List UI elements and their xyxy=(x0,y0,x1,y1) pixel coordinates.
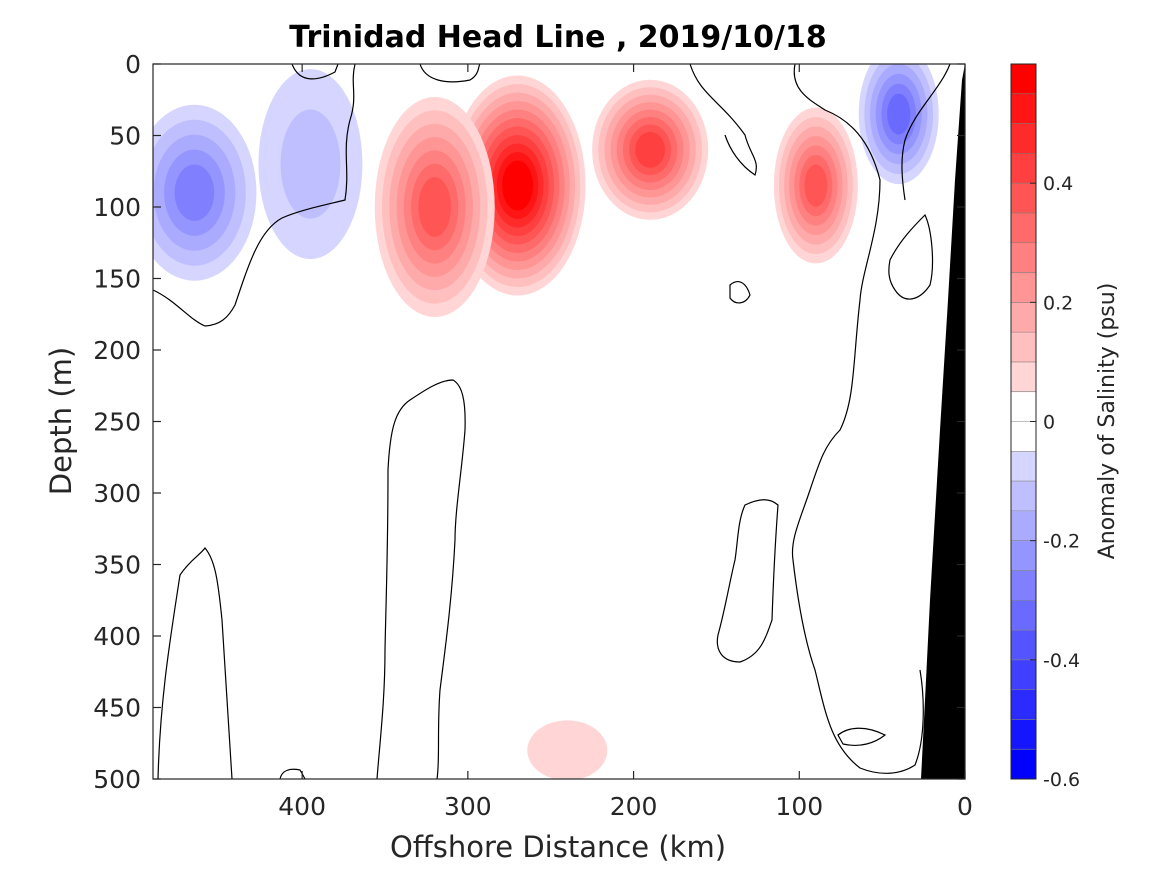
anomaly-field xyxy=(153,64,939,779)
colorbar-tick-label: -0.2 xyxy=(1043,531,1080,553)
zero-contour-top-left xyxy=(291,64,339,80)
anomaly-level xyxy=(418,177,452,237)
y-tick-label: 0 xyxy=(125,50,141,79)
x-axis: 400 300 200 100 0 xyxy=(278,64,973,821)
y-tick-label: 200 xyxy=(93,336,141,365)
zero-contour-nearshore xyxy=(791,64,924,774)
y-tick-label: 350 xyxy=(93,551,141,580)
colorbar-segment xyxy=(1011,302,1036,333)
colorbar-label: Anomaly of Salinity (psu) xyxy=(1095,283,1120,560)
colorbar-segment xyxy=(1011,570,1036,601)
colorbar-segment xyxy=(1011,242,1036,274)
bottom-topography xyxy=(921,64,965,779)
colorbar-segment xyxy=(1011,64,1036,95)
anomaly-level xyxy=(280,109,341,219)
anomaly-feature xyxy=(773,107,858,264)
colorbar-segment xyxy=(1011,332,1036,363)
colorbar-tick-label: 0 xyxy=(1043,412,1055,434)
colorbar-tick-label: 0.2 xyxy=(1043,292,1073,314)
y-tick-label: 50 xyxy=(109,122,141,151)
zero-contour-nearshore-2 xyxy=(901,64,951,201)
zero-contour-loop-a xyxy=(888,213,934,300)
colorbar-segment xyxy=(1011,183,1036,214)
colorbar-segment xyxy=(1011,481,1036,512)
anomaly-feature xyxy=(258,69,363,260)
colorbar-tick-label: -0.4 xyxy=(1043,650,1080,672)
zero-contour-column-west xyxy=(157,547,233,779)
x-tick-label: 400 xyxy=(278,792,326,821)
zero-contour-west-shelf xyxy=(153,64,356,327)
x-tick-label: 0 xyxy=(957,792,973,821)
y-tick-label: 150 xyxy=(93,265,141,294)
anomaly-level xyxy=(887,93,911,135)
zero-contour-top-mid xyxy=(419,64,481,83)
colorbar-segment xyxy=(1011,361,1036,393)
zero-contours xyxy=(153,64,951,779)
colorbar-segment xyxy=(1011,540,1036,571)
y-axis: 0 50 100 150 200 250 300 350 400 450 500 xyxy=(93,50,965,794)
zero-contour-loop-b xyxy=(729,281,751,304)
colorbar-segment xyxy=(1011,510,1036,542)
colorbar-segment xyxy=(1011,749,1036,780)
chart-title: Trinidad Head Line , 2019/10/18 xyxy=(289,20,826,55)
colorbar-segment xyxy=(1011,391,1036,422)
colorbar-segment xyxy=(1011,600,1036,631)
zero-contour-loop-d xyxy=(837,727,887,747)
colorbar-segment xyxy=(1011,630,1036,661)
zero-contour-loop-c xyxy=(716,499,779,663)
anomaly-level xyxy=(502,160,534,211)
y-tick-label: 400 xyxy=(93,622,141,651)
x-tick-label: 100 xyxy=(775,792,823,821)
anomaly-level xyxy=(635,131,666,168)
zero-contour-loop-e xyxy=(279,768,306,779)
anomaly-feature xyxy=(527,720,608,779)
anomaly-level xyxy=(527,720,608,779)
x-axis-label: Offshore Distance (km) xyxy=(390,830,726,864)
x-tick-label: 200 xyxy=(610,792,658,821)
anomaly-level xyxy=(804,164,828,207)
y-tick-label: 500 xyxy=(93,765,141,794)
colorbar-segment xyxy=(1011,689,1036,720)
colorbar-segment xyxy=(1011,659,1036,691)
colorbar-segment xyxy=(1011,93,1036,125)
y-tick-label: 250 xyxy=(93,408,141,437)
y-tick-label: 450 xyxy=(93,694,141,723)
colorbar-segment xyxy=(1011,212,1036,244)
colorbar-tick-label: 0.4 xyxy=(1043,173,1073,195)
anomaly-feature xyxy=(153,104,257,281)
anomaly-feature xyxy=(374,97,495,317)
anomaly-feature xyxy=(449,75,586,296)
colorbar-segment xyxy=(1011,272,1036,303)
y-tick-label: 100 xyxy=(93,193,141,222)
colorbar-tick-label: -0.6 xyxy=(1043,769,1080,791)
y-axis-label: Depth (m) xyxy=(44,347,78,495)
anomaly-level xyxy=(174,164,215,221)
colorbar-segment xyxy=(1011,451,1036,482)
anomaly-feature xyxy=(858,64,939,185)
anomaly-feature xyxy=(592,79,709,220)
colorbar-segment xyxy=(1011,421,1036,452)
colorbar-segment xyxy=(1011,719,1036,750)
y-tick-label: 300 xyxy=(93,479,141,508)
colorbar: 0.4 0.2 0 -0.2 -0.4 -0.6 xyxy=(1010,63,1080,791)
zero-contour-column-mid xyxy=(376,379,466,779)
colorbar-segment xyxy=(1011,123,1036,154)
colorbar-segment xyxy=(1011,153,1036,184)
zero-contour-east-ridge xyxy=(689,64,757,176)
x-tick-label: 300 xyxy=(444,792,492,821)
